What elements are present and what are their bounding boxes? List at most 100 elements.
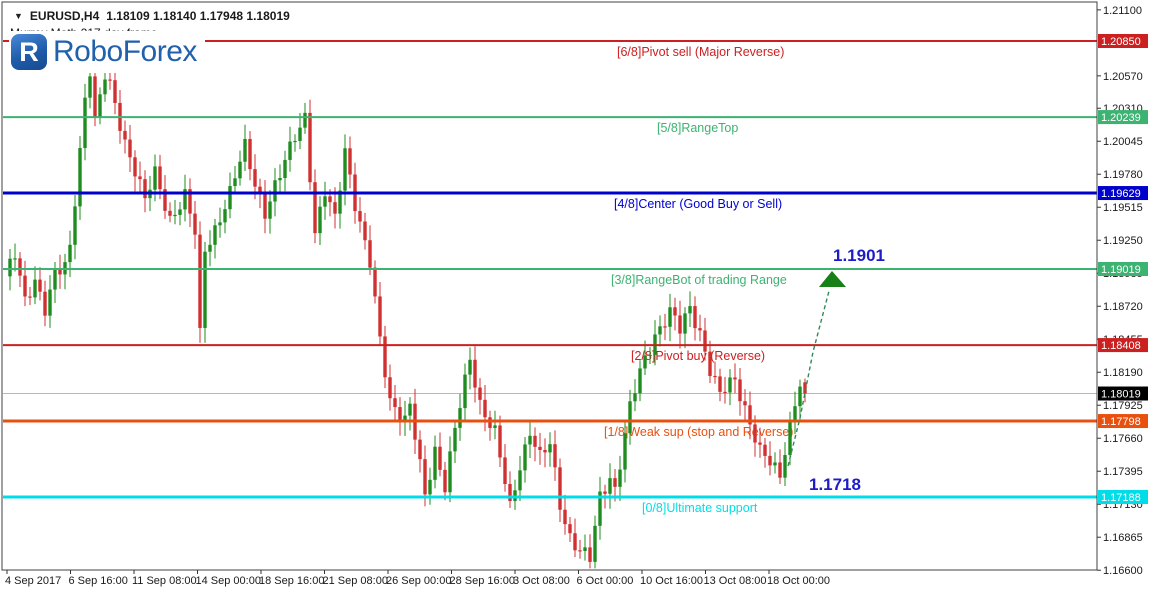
candle-body: [643, 355, 647, 369]
candle-body: [423, 459, 427, 495]
candle-body: [278, 178, 282, 181]
current-price-badge: [1098, 386, 1148, 401]
candle-body: [153, 166, 157, 190]
candle-body: [258, 186, 262, 195]
roboforex-logo: R RoboForex: [9, 31, 205, 73]
candle-body: [788, 422, 792, 456]
candle-body: [283, 159, 287, 179]
symbol-dropdown-icon[interactable]: ▼: [14, 10, 23, 21]
y-axis-tick-label: 1.19780: [1103, 169, 1143, 181]
candle-body: [123, 130, 127, 140]
candle-body: [223, 209, 227, 223]
candle-body: [623, 433, 627, 470]
y-axis-tick-label: 1.20045: [1103, 136, 1143, 148]
y-axis-tick-label: 1.19250: [1103, 235, 1143, 247]
murrey-level-label: [3/8]RangeBot of trading Range: [611, 273, 787, 287]
candle-body: [738, 379, 742, 402]
candle-body: [628, 401, 632, 434]
candle-body: [298, 127, 302, 141]
candle-body: [38, 279, 42, 292]
forecast-arrow-head: [819, 271, 846, 287]
candle-body: [143, 179, 147, 199]
candle-body: [33, 279, 37, 298]
level-price-badge: [1098, 110, 1148, 125]
candle-body: [73, 206, 77, 245]
candle-body: [508, 483, 512, 502]
candle-body: [768, 455, 772, 466]
level-price-badge: [1098, 262, 1148, 276]
candle-body: [58, 269, 62, 275]
x-axis-label: 18 Oct 00:00: [767, 575, 830, 587]
candle-body: [758, 442, 762, 445]
level-price-badge: [1098, 414, 1148, 429]
level-price-badge-text: 1.20239: [1101, 112, 1141, 124]
support-price-label: 1.1718: [809, 475, 861, 494]
candle-body: [678, 315, 682, 334]
x-axis-label: 11 Sep 08:00: [132, 575, 197, 587]
candle-body: [418, 439, 422, 460]
level-price-badge-text: 1.18408: [1101, 340, 1141, 352]
candle-body: [193, 213, 197, 235]
murrey-level-label: [0/8]Ultimate support: [642, 501, 758, 515]
x-axis-label: 26 Sep 00:00: [386, 575, 451, 587]
candle-body: [268, 201, 272, 219]
candle-body: [173, 214, 177, 217]
candle-body: [533, 435, 537, 447]
candle-body: [113, 80, 117, 103]
candle-body: [163, 189, 167, 211]
candle-body: [583, 547, 587, 551]
header-ohlc: 1.18109 1.18140 1.17948 1.18019: [106, 9, 290, 23]
y-axis-tick-label: 1.16865: [1103, 532, 1143, 544]
candle-body: [373, 267, 377, 297]
candle-body: [473, 359, 477, 388]
candle-body: [718, 376, 722, 392]
candle-body: [503, 457, 507, 484]
candle-body: [483, 399, 487, 418]
candle-body: [328, 196, 332, 203]
candle-body: [303, 112, 307, 128]
candle-body: [208, 244, 212, 252]
candle-body: [563, 509, 567, 525]
level-price-badge: [1098, 490, 1148, 504]
candle-body: [248, 138, 252, 170]
level-price-badge: [1098, 338, 1148, 353]
x-axis-label: 21 Sep 08:00: [323, 575, 388, 587]
candle-body: [713, 375, 717, 378]
candle-body: [598, 491, 602, 526]
candle-body: [128, 139, 132, 158]
y-axis-tick-label: 1.17925: [1103, 400, 1143, 412]
candle-body: [68, 244, 72, 263]
candle-body: [98, 94, 102, 118]
candle-body: [518, 470, 522, 491]
candle-body: [773, 462, 777, 466]
candle-body: [568, 524, 572, 534]
roboforex-brand-text: RoboForex: [53, 35, 197, 68]
candle-body: [23, 275, 27, 297]
candle-body: [378, 296, 382, 337]
candle-body: [388, 377, 392, 399]
candle-body: [263, 194, 267, 219]
candle-body: [83, 97, 87, 149]
level-price-badge-text: 1.19629: [1101, 188, 1141, 200]
candle-body: [708, 351, 712, 376]
x-axis-label: 18 Sep 16:00: [259, 575, 324, 587]
candle-body: [108, 79, 112, 81]
candle-body: [253, 169, 257, 187]
candle-body: [363, 221, 367, 241]
y-axis-tick-label: 1.19515: [1103, 202, 1143, 214]
target-price-label: 1.1901: [833, 246, 885, 265]
candle-body: [88, 76, 92, 98]
candle-body: [658, 326, 662, 335]
candle-body: [228, 186, 232, 210]
candle-body: [158, 166, 162, 190]
candle-body: [548, 444, 552, 453]
candle-body: [673, 307, 677, 316]
x-axis-label: 10 Oct 16:00: [640, 575, 703, 587]
candle-body: [763, 444, 767, 456]
level-price-badge-text: 1.17188: [1101, 492, 1141, 504]
candle-body: [308, 112, 312, 183]
candle-body: [313, 182, 317, 234]
candle-body: [213, 225, 217, 245]
candle-body: [543, 449, 547, 453]
